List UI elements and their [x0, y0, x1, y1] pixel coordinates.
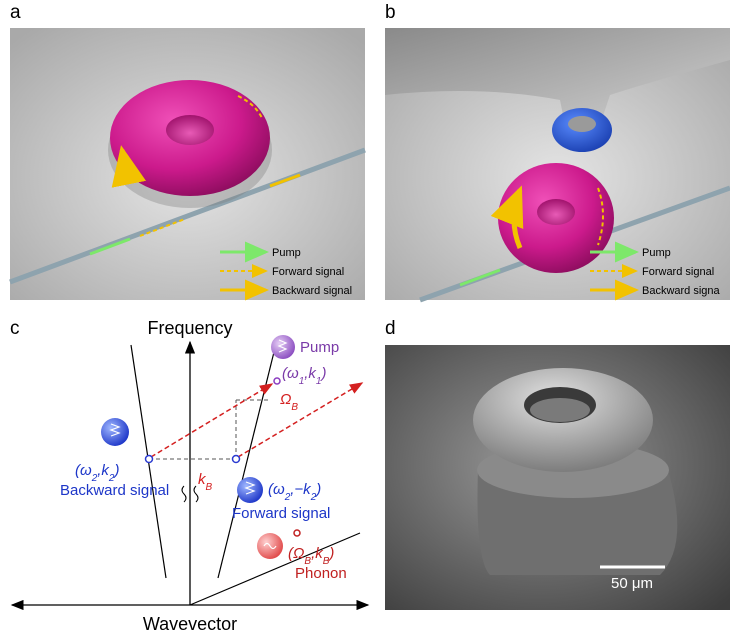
y-axis-label: Frequency — [147, 318, 232, 338]
state-point — [233, 456, 240, 463]
phonon-label: Phonon — [295, 565, 347, 582]
math-text: Ω — [280, 391, 291, 408]
pump-label: Pump — [300, 339, 339, 356]
transition-arrow — [151, 384, 272, 457]
math-text: (Ω — [288, 545, 304, 562]
subscript: B — [291, 402, 298, 413]
photon-icon — [271, 335, 295, 359]
resonator-hole — [537, 199, 575, 225]
legend-label: Pump — [272, 247, 301, 259]
backward-coord: (ω2,k2) — [75, 462, 119, 484]
pump-coord: (ω1,k1) — [282, 365, 326, 387]
backward-label: Backward signal — [60, 482, 169, 499]
math-text: ) — [327, 545, 334, 562]
legend-label: Pump — [642, 247, 671, 259]
panel-a: a Pump Forward signal Backward signal — [10, 2, 365, 300]
panel-label: b — [385, 2, 396, 23]
panel-d: d 50 μm — [385, 318, 730, 610]
resonator-hole — [166, 115, 214, 145]
panel-label: a — [10, 2, 21, 23]
state-point — [146, 456, 153, 463]
math-text: ) — [319, 365, 326, 382]
legend-label: Forward signal — [642, 266, 714, 278]
math-text: ,−k — [290, 481, 312, 498]
legend-label: Backward signal — [272, 285, 352, 297]
figure: a Pump Forward signal Backward signal b Pu… — [0, 0, 730, 637]
omega-b: ΩB — [280, 391, 298, 413]
phonon-coord: (ΩB,kB) — [288, 545, 334, 567]
k-b: kB — [198, 471, 213, 493]
panel-label: d — [385, 318, 396, 339]
math-text: ) — [112, 462, 119, 479]
math-text: (ω — [268, 481, 285, 498]
math-text: (ω — [282, 365, 299, 382]
panel-label: c — [10, 318, 20, 339]
legend-label: Backward signa — [642, 285, 721, 297]
resonator-hole-floor — [530, 398, 590, 422]
x-axis-label: Wavevector — [143, 614, 237, 634]
scale-bar-label: 50 μm — [611, 575, 653, 592]
forward-label: Forward signal — [232, 505, 330, 522]
forward-coord: (ω2,−k2) — [268, 481, 321, 503]
legend-label: Forward signal — [272, 266, 344, 278]
tip-end — [568, 116, 596, 132]
panel-c: c Frequency Wavevector Pump (ω1,k1) ΩB k… — [10, 318, 368, 634]
state-point — [294, 530, 300, 536]
math-text: (ω — [75, 462, 92, 479]
subscript: B — [206, 482, 213, 493]
panel-b: b Pump Forward signal Backward signa — [385, 2, 730, 300]
state-point — [274, 378, 280, 384]
math-text: ) — [314, 481, 321, 498]
